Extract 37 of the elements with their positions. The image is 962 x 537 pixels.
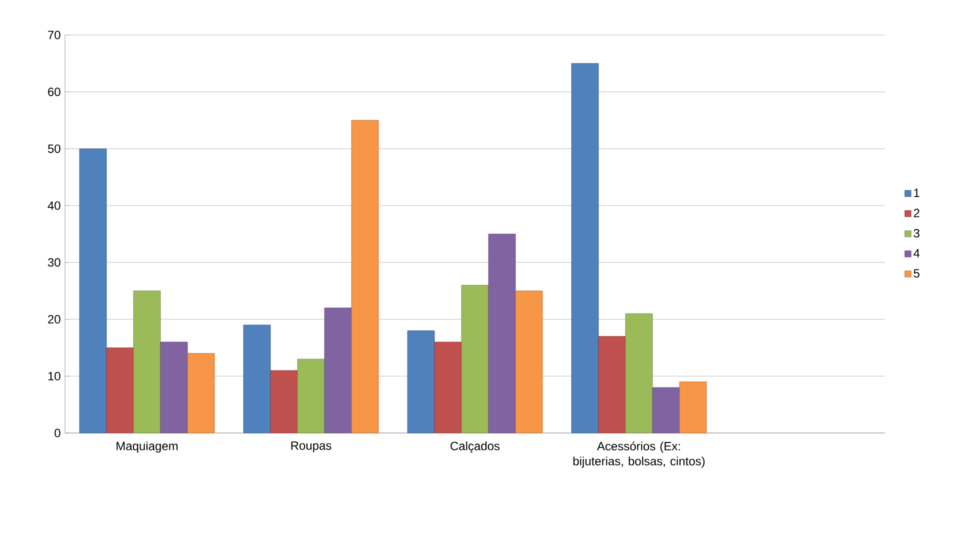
bar <box>407 330 435 434</box>
x-tick-label: Roupas <box>291 441 332 452</box>
y-tick-label: 20 <box>48 315 60 324</box>
legend-label: 5 <box>914 269 920 278</box>
bar <box>652 387 680 434</box>
legend-label: 1 <box>914 188 920 197</box>
y-tick-label: 70 <box>48 30 60 40</box>
bar <box>488 234 516 434</box>
y-tick-label: 60 <box>48 88 60 96</box>
legend-label: 2 <box>914 208 920 218</box>
bar <box>160 342 188 434</box>
bar <box>351 120 379 434</box>
bar <box>79 148 107 434</box>
legend-label: 4 <box>914 249 920 258</box>
legend-label: 3 <box>914 228 920 238</box>
y-tick-label: 10 <box>48 372 60 380</box>
bar <box>571 63 599 434</box>
bar <box>297 358 325 434</box>
bar <box>133 290 161 434</box>
bar <box>324 308 352 434</box>
x-tick-label: Maquiagem <box>116 441 178 453</box>
bar <box>598 336 626 434</box>
x-tick-label: Calçados <box>450 441 500 453</box>
y-tick-label: 40 <box>48 201 60 210</box>
bar <box>625 313 653 434</box>
bar <box>434 342 462 434</box>
y-tick-label: 30 <box>48 258 60 267</box>
bar <box>679 382 707 434</box>
bar <box>270 370 298 434</box>
y-tick-label: 0 <box>54 428 60 438</box>
bar <box>243 324 271 434</box>
bar <box>461 284 489 434</box>
bar <box>515 290 543 434</box>
x-tick-label: Acessórios (Ex: bijuterias, bolsas, cintos) <box>573 441 705 468</box>
bar <box>106 348 134 434</box>
bar <box>187 353 215 434</box>
y-tick-label: 50 <box>48 144 60 153</box>
